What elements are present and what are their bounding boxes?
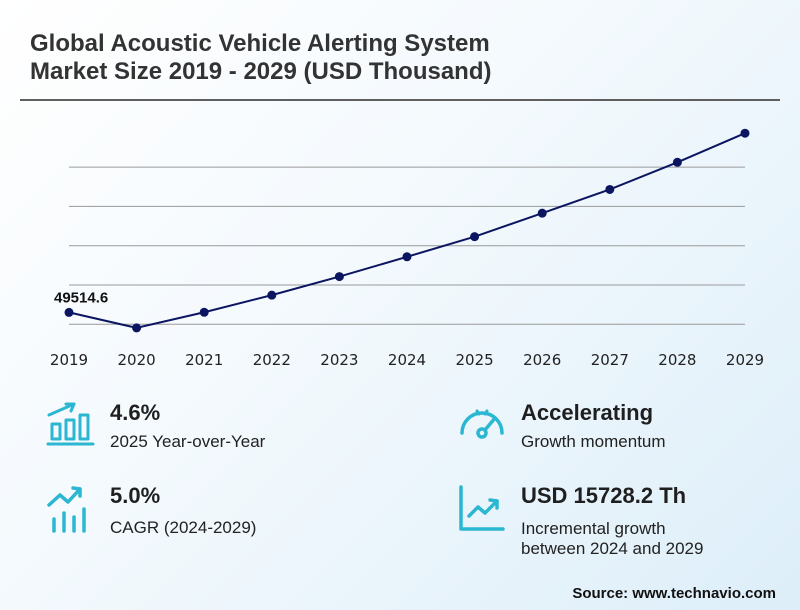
x-tick-label: 2027 — [591, 351, 629, 369]
stat-cagr: 5.0% CAGR (2024-2029) — [46, 483, 366, 543]
stat-momentum: Accelerating Growth momentum — [457, 400, 777, 460]
stat-incremental-value: USD 15728.2 Th — [521, 483, 687, 508]
stat-incremental-desc-line-1: Incremental growth — [521, 519, 666, 538]
data-point — [740, 128, 750, 138]
speedometer-icon — [460, 409, 504, 439]
x-tick-label: 2026 — [523, 351, 561, 369]
x-tick-label: 2024 — [388, 351, 426, 369]
x-tick-label: 2020 — [118, 351, 156, 369]
x-tick-label: 2029 — [726, 351, 764, 369]
stat-cagr-value: 5.0% — [110, 483, 161, 508]
data-point — [402, 252, 412, 262]
stat-yoy: 4.6% 2025 Year-over-Year — [46, 400, 366, 460]
line-chart: 2019 2020 2021 2022 2023 2024 2025 2026 2027 2028… — [50, 128, 764, 369]
x-tick-label: 2023 — [320, 351, 358, 369]
chart-title-line-1: Global Acoustic Vehicle Alerting System — [30, 30, 490, 57]
data-point — [470, 232, 480, 242]
x-tick-label: 2028 — [658, 351, 696, 369]
x-tick-label: 2025 — [456, 351, 494, 369]
trend-bars-icon — [47, 486, 86, 533]
x-tick-label: 2021 — [185, 351, 223, 369]
data-point — [672, 157, 682, 167]
stat-momentum-value: Accelerating — [521, 400, 654, 425]
source-credit: Source: www.technavio.com — [572, 585, 776, 602]
stat-yoy-value: 4.6% — [110, 400, 161, 425]
bar-growth-icon — [46, 402, 95, 446]
chart-title-line-2: Market Size 2019 - 2029 (USD Thousand) — [30, 58, 492, 85]
stat-incremental-desc-line-2: between 2024 and 2029 — [521, 539, 704, 558]
chart-title: Global Acoustic Vehicle Alerting System … — [30, 30, 770, 86]
data-point — [605, 184, 615, 194]
data-point — [267, 290, 277, 300]
data-point — [199, 307, 209, 317]
data-point — [537, 208, 547, 218]
title-divider — [20, 99, 780, 101]
stat-incremental: USD 15728.2 Th Incremental growth betwee… — [457, 483, 787, 563]
x-tick-label: 2019 — [50, 351, 88, 369]
data-point — [334, 272, 344, 282]
stat-incremental-desc: Incremental growth between 2024 and 2029 — [521, 519, 703, 559]
stat-cagr-desc: CAGR (2024-2029) — [110, 518, 257, 537]
stat-momentum-desc: Growth momentum — [521, 432, 666, 451]
series-line — [68, 132, 746, 329]
data-label: 49514.6 — [54, 289, 108, 306]
stat-yoy-desc: 2025 Year-over-Year — [110, 432, 266, 451]
data-point — [132, 323, 142, 333]
line-chart-icon — [459, 485, 505, 531]
data-point — [64, 307, 74, 317]
x-tick-label: 2022 — [253, 351, 291, 369]
